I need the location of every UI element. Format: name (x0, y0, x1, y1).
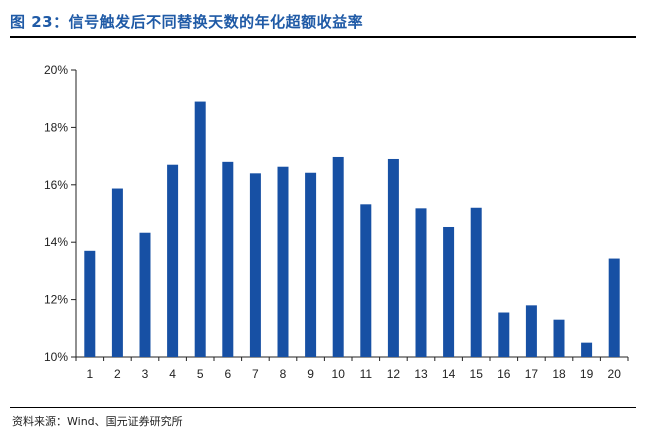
bar (305, 172, 317, 357)
x-tick-label: 1 (86, 367, 93, 381)
x-tick-label: 2 (114, 367, 121, 381)
x-tick-label: 13 (414, 367, 428, 381)
x-tick-label: 14 (442, 367, 456, 381)
y-axis: 10% 12% 14% 16% 18% 20% (44, 63, 77, 364)
x-tick-label: 17 (525, 367, 539, 381)
x-tick-label: 18 (552, 367, 566, 381)
bar (332, 156, 344, 357)
bar (470, 207, 482, 357)
x-tick-label: 3 (142, 367, 149, 381)
y-tick-label: 20% (44, 63, 68, 77)
bar (84, 250, 96, 357)
x-tick-label: 4 (169, 367, 176, 381)
x-tick-label: 6 (224, 367, 231, 381)
y-tick-label: 14% (44, 235, 68, 249)
bar (581, 342, 593, 357)
bar (139, 232, 151, 357)
y-tick-label: 16% (44, 178, 68, 192)
y-tick-label: 12% (44, 293, 68, 307)
bar (608, 258, 620, 357)
bar (498, 312, 510, 357)
bar (387, 158, 399, 357)
bar (360, 204, 372, 357)
bar (167, 164, 179, 357)
x-axis: 1 2 3 4 5 6 7 8 9 10 11 12 13 14 15 16 17 18 19 20 (75, 356, 629, 381)
x-tick-label: 16 (497, 367, 511, 381)
x-tick-label: 9 (307, 367, 314, 381)
footer-divider (10, 407, 636, 408)
figure-title: 图 23：信号触发后不同替换天数的年化超额收益率 (10, 13, 364, 31)
y-tick-label: 10% (44, 350, 68, 364)
bar (249, 173, 261, 357)
x-tick-label: 8 (280, 367, 287, 381)
source-note: 资料来源：Wind、国元证券研究所 (12, 415, 183, 428)
title-divider (10, 36, 636, 38)
x-tick-label: 19 (580, 367, 594, 381)
x-tick-label: 12 (387, 367, 401, 381)
bar (443, 226, 455, 357)
x-tick-label: 11 (360, 367, 373, 381)
x-tick-label: 5 (197, 367, 204, 381)
x-tick-label: 20 (608, 367, 622, 381)
y-tick-label: 18% (44, 120, 68, 134)
x-tick-label: 15 (470, 367, 484, 381)
bar (222, 161, 234, 357)
bar (415, 208, 427, 357)
x-tick-label: 10 (332, 367, 346, 381)
bar (111, 188, 123, 357)
bar (277, 166, 289, 357)
x-tick-label: 7 (252, 367, 259, 381)
bar (553, 319, 565, 357)
bars (84, 101, 620, 357)
bar (194, 101, 206, 357)
bar (525, 305, 537, 357)
